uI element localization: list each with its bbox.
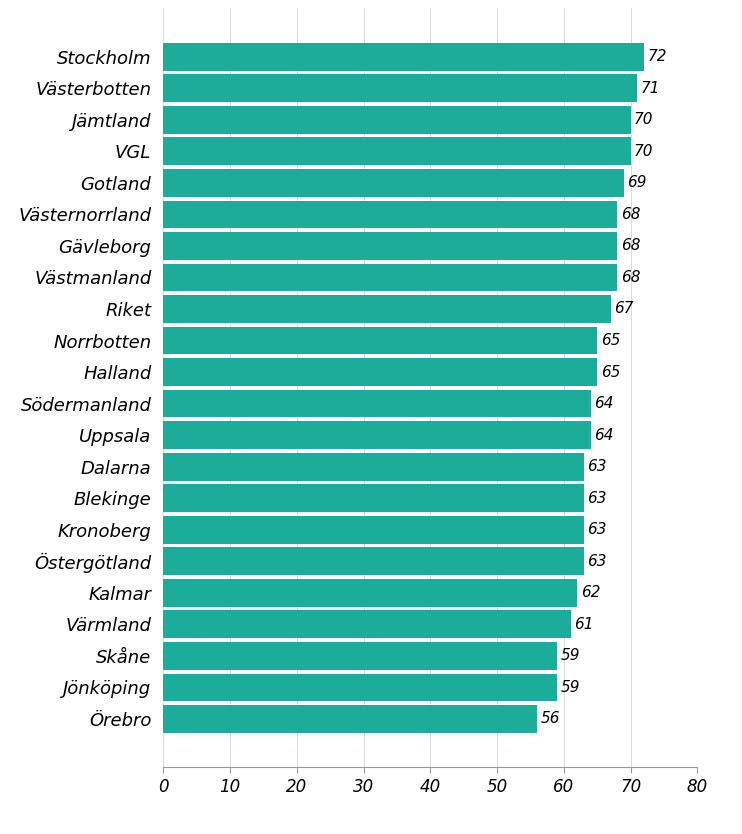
Text: 72: 72 (647, 49, 667, 64)
Bar (163, 579, 577, 606)
Bar (163, 169, 624, 197)
Bar (163, 358, 597, 386)
Bar (163, 327, 597, 354)
Text: 59: 59 (561, 680, 580, 695)
Text: 61: 61 (574, 617, 594, 632)
Text: 67: 67 (614, 301, 634, 316)
Text: 63: 63 (587, 554, 607, 569)
Bar (163, 610, 571, 638)
Bar (163, 453, 584, 480)
Text: 65: 65 (600, 364, 620, 379)
Text: 62: 62 (581, 585, 600, 600)
Bar (163, 106, 631, 133)
Bar (163, 295, 611, 323)
Bar (163, 485, 584, 512)
Bar (163, 705, 537, 733)
Text: 68: 68 (620, 239, 640, 254)
Text: 59: 59 (561, 648, 580, 663)
Bar (163, 232, 617, 259)
Bar (163, 264, 617, 291)
Text: 64: 64 (594, 396, 614, 411)
Bar (163, 74, 637, 102)
Bar (163, 138, 631, 165)
Bar (163, 421, 591, 449)
Bar (163, 642, 557, 670)
Text: 63: 63 (587, 522, 607, 537)
Text: 70: 70 (634, 113, 654, 128)
Text: 63: 63 (587, 490, 607, 505)
Text: 68: 68 (620, 270, 640, 285)
Bar (163, 547, 584, 575)
Bar (163, 200, 617, 229)
Text: 65: 65 (600, 333, 620, 348)
Bar (163, 516, 584, 544)
Bar (163, 43, 644, 71)
Text: 68: 68 (620, 207, 640, 222)
Text: 71: 71 (640, 81, 660, 96)
Text: 64: 64 (594, 428, 614, 443)
Text: 70: 70 (634, 143, 654, 158)
Text: 69: 69 (627, 175, 647, 190)
Bar (163, 674, 557, 701)
Bar (163, 389, 591, 418)
Text: 56: 56 (540, 711, 560, 726)
Text: 63: 63 (587, 460, 607, 475)
